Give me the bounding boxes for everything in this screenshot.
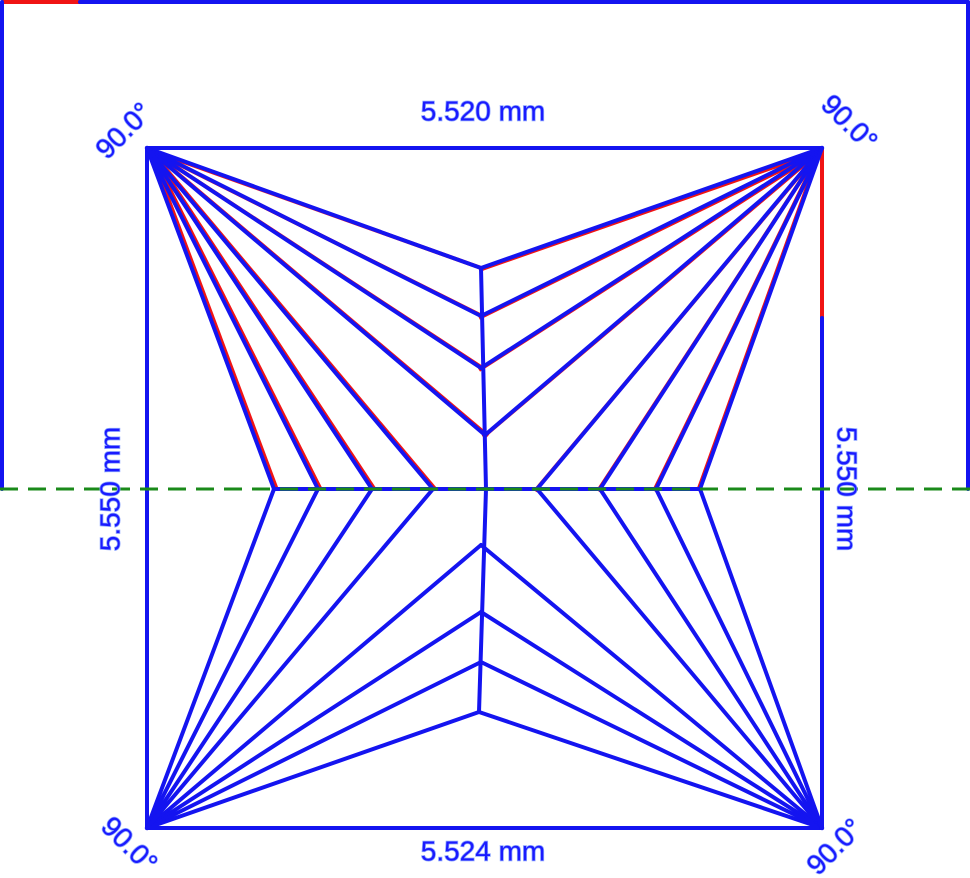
blue-crease bbox=[598, 487, 824, 830]
blue-crease bbox=[145, 146, 320, 491]
blue-crease bbox=[479, 610, 824, 830]
blue-crease bbox=[145, 610, 483, 830]
blue-crease bbox=[479, 146, 824, 270]
blue-crease bbox=[145, 146, 483, 370]
blue-crease bbox=[145, 146, 487, 437]
blue-crease bbox=[145, 146, 374, 491]
dimension-left: 5.550 mm bbox=[94, 427, 125, 552]
blue-crease bbox=[483, 146, 824, 437]
crease-lines bbox=[0, 0, 970, 830]
blue-crease bbox=[145, 710, 481, 830]
blue-crease bbox=[654, 487, 824, 830]
blue-crease bbox=[145, 660, 483, 830]
blue-crease bbox=[535, 487, 824, 830]
blue-crease bbox=[145, 487, 435, 830]
blue-crease bbox=[535, 146, 824, 491]
blue-crease bbox=[698, 146, 824, 491]
red-crease bbox=[148, 149, 279, 491]
dimension-right: 5.550 mm bbox=[832, 427, 863, 552]
blue-crease bbox=[145, 146, 483, 270]
blue-crease bbox=[145, 487, 320, 830]
blue-crease bbox=[654, 146, 824, 491]
blue-crease bbox=[479, 266, 488, 491]
angle-top-right: 90.0° bbox=[815, 88, 883, 156]
dimension-top: 5.520 mm bbox=[421, 95, 546, 126]
blue-crease bbox=[145, 487, 374, 830]
blue-crease bbox=[145, 543, 483, 830]
blue-crease bbox=[479, 146, 824, 370]
blue-crease bbox=[145, 146, 483, 318]
blue-crease bbox=[698, 487, 824, 830]
blue-crease bbox=[479, 146, 824, 318]
blue-crease bbox=[145, 146, 276, 491]
blue-crease bbox=[145, 146, 435, 491]
blue-crease bbox=[598, 146, 824, 491]
blue-crease bbox=[145, 487, 276, 830]
blue-crease bbox=[479, 543, 824, 830]
dimension-bottom: 5.524 mm bbox=[421, 835, 546, 866]
blue-crease bbox=[477, 710, 824, 830]
blue-crease bbox=[479, 660, 824, 830]
blue-crease bbox=[477, 487, 488, 714]
